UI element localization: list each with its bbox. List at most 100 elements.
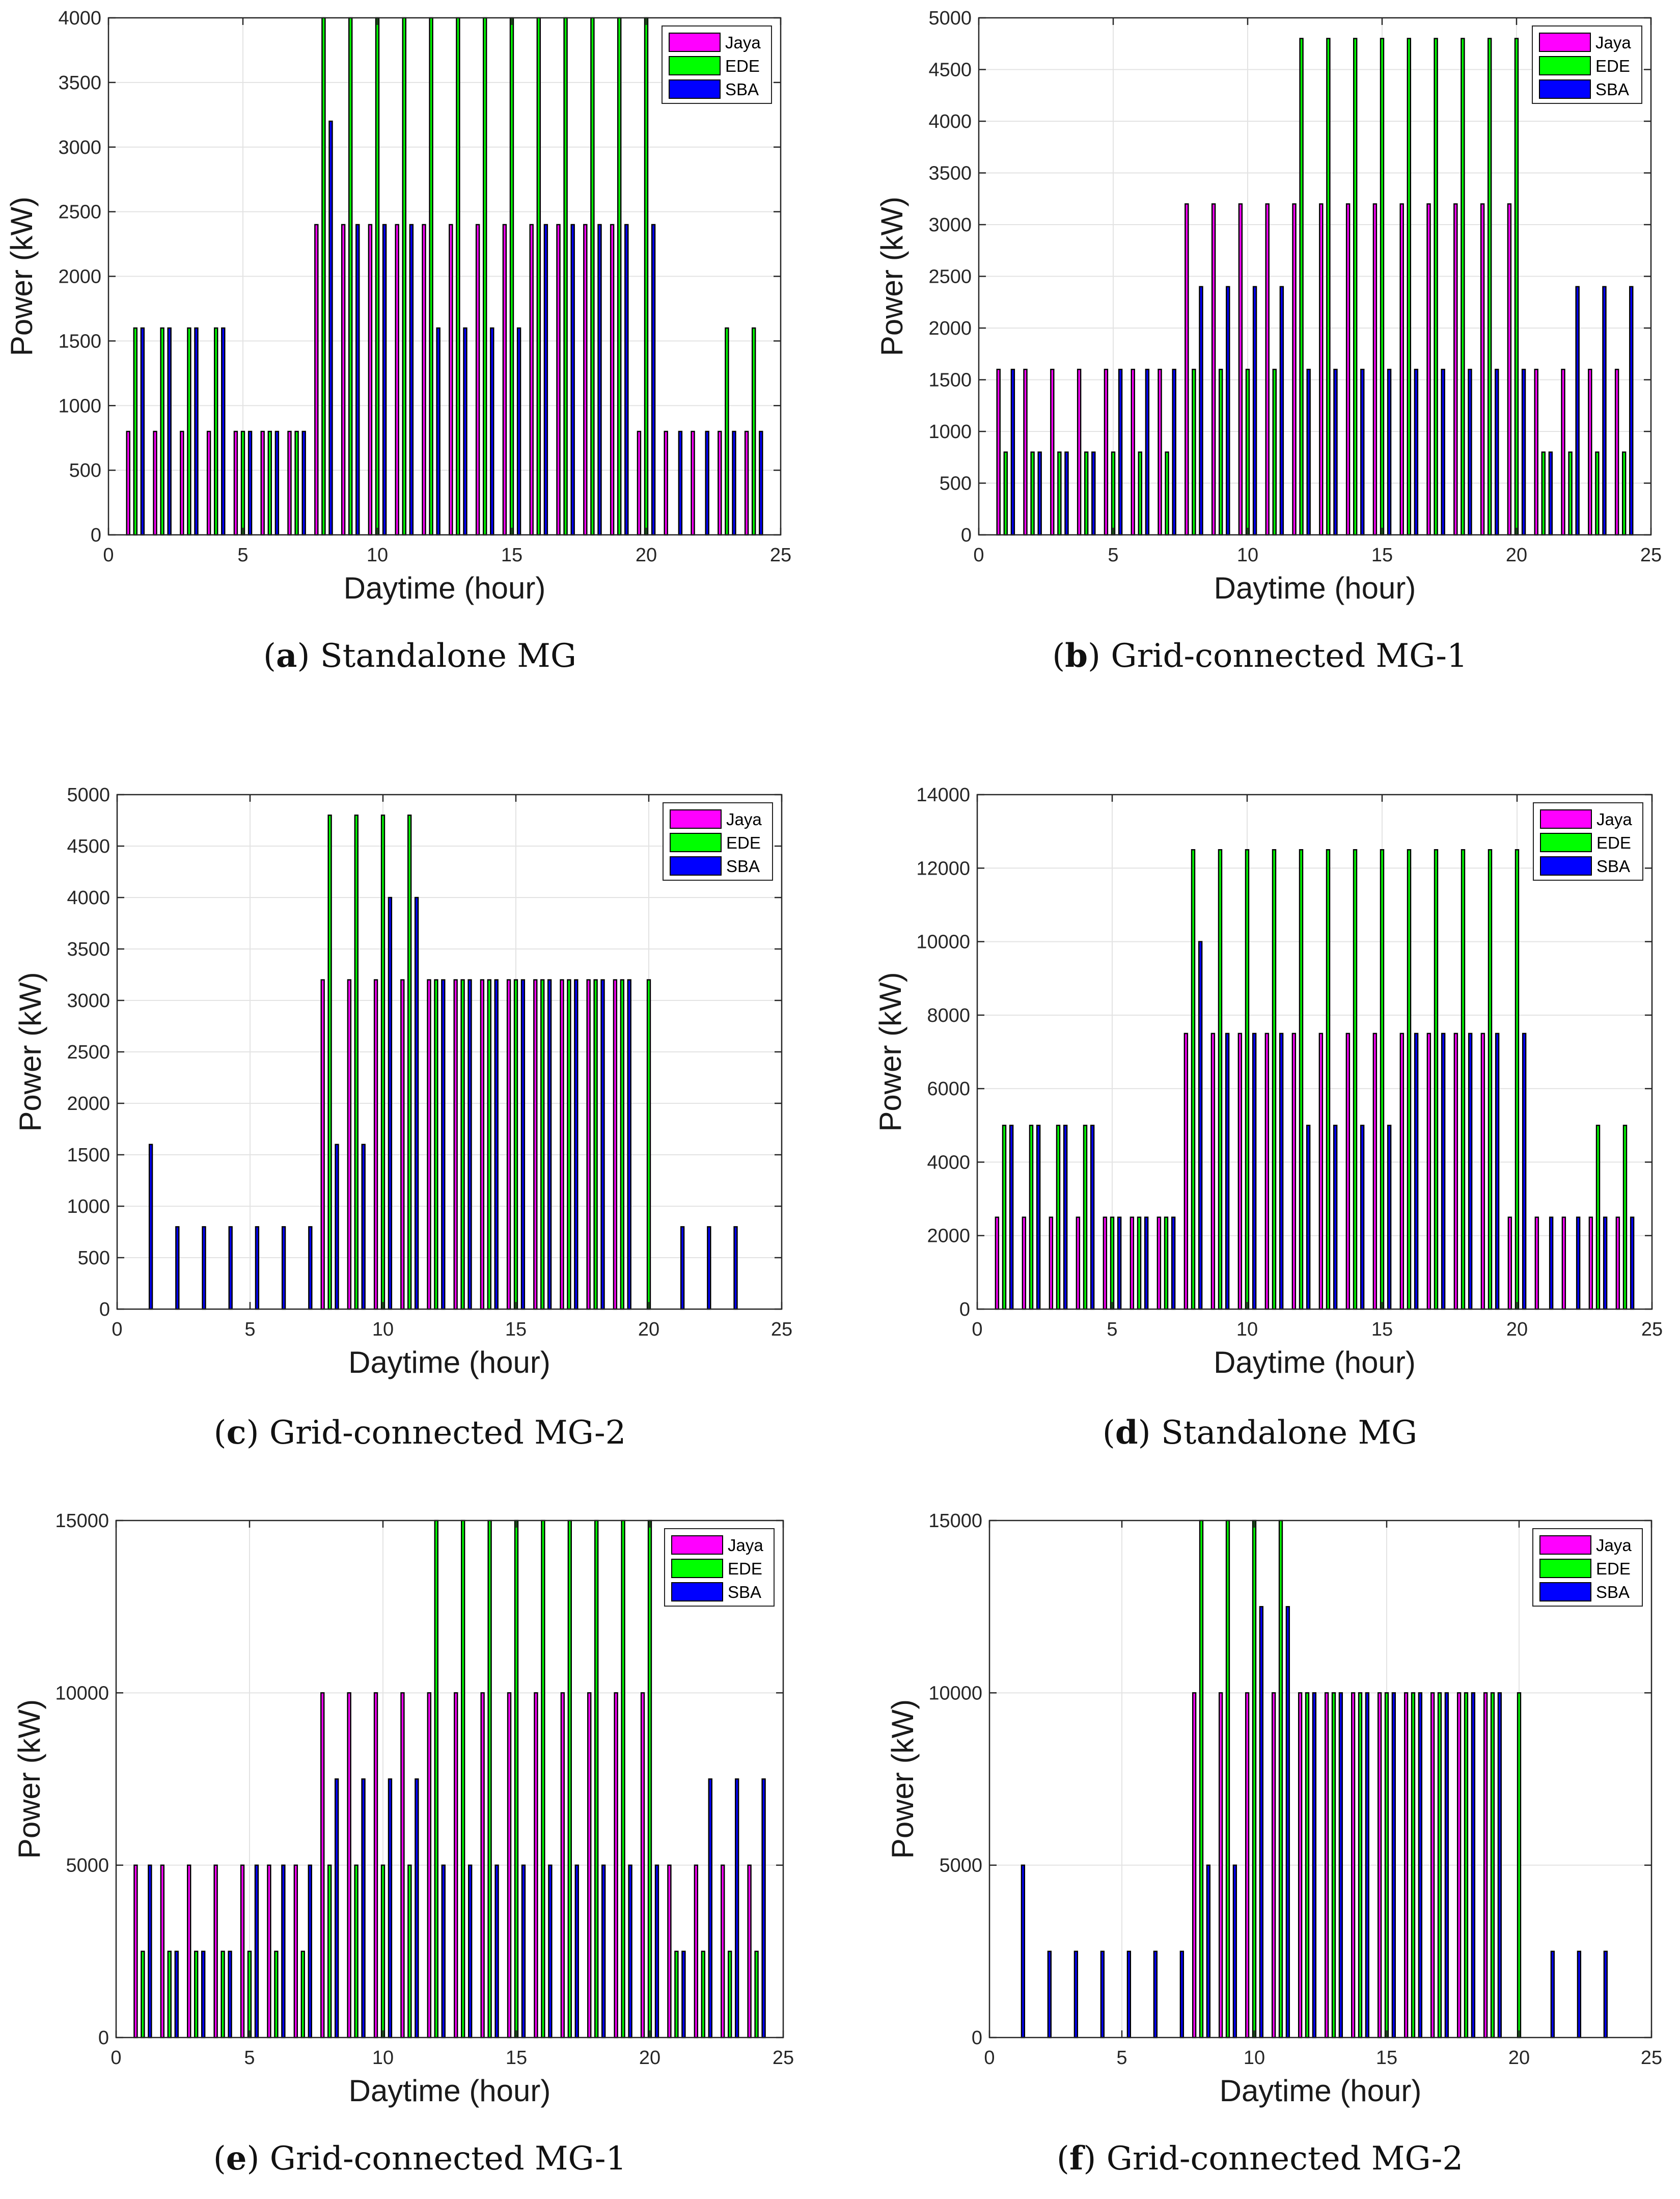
chart-svg: 0 5 10 15 20 25 0 500 1000 1500 2000 2500 3000 3500 40… — [875, 8, 1662, 605]
legend-label-jaya: Jaya — [1596, 1536, 1632, 1555]
bar-sba-2 — [167, 327, 172, 536]
bar-ede-6 — [1137, 1216, 1142, 1310]
bar-jaya-16 — [1403, 1692, 1409, 2039]
bar-sba-3 — [202, 1226, 206, 1310]
x-tick-label: 25 — [1641, 1319, 1663, 1340]
bar-ede-1 — [133, 327, 138, 536]
y-tick-label: 5000 — [939, 1855, 982, 1877]
legend-label-jaya: Jaya — [728, 1536, 763, 1555]
bar-jaya-7 — [293, 1864, 298, 2039]
x-tick-label: 20 — [636, 545, 657, 566]
figure-caption: (f) Grid-connected MG-2 — [1056, 2139, 1464, 2178]
bar-ede-17 — [567, 979, 571, 1310]
bar-ede-23 — [728, 1950, 732, 2039]
bar-sba-15 — [516, 327, 521, 536]
bar-sba-6 — [281, 1226, 286, 1310]
bar-ede-6 — [1138, 451, 1143, 536]
bar-sba-1 — [148, 1144, 153, 1310]
bar-ede-21 — [1541, 451, 1546, 536]
bar-ede-2 — [1029, 1125, 1034, 1310]
y-axis-label: Power (kW) — [886, 1699, 920, 1859]
caption-letter: f — [1069, 2139, 1084, 2178]
bar-ede-10 — [1245, 849, 1250, 1310]
bar-sba-16 — [1414, 1033, 1419, 1310]
bar-sba-1 — [1009, 1125, 1014, 1310]
bar-jaya-24 — [744, 430, 749, 536]
x-tick-label: 0 — [112, 1319, 122, 1340]
legend-swatch-sba — [1540, 856, 1592, 876]
bar-sba-6 — [274, 430, 280, 536]
bar-ede-9 — [1218, 849, 1223, 1310]
bar-ede-14 — [1353, 849, 1358, 1310]
legend-label-jaya: Jaya — [1596, 810, 1632, 829]
bar-sba-17 — [1444, 1692, 1449, 2039]
axes-box — [976, 794, 1653, 1310]
bar-sba-11 — [414, 897, 419, 1310]
figure-caption: (b) Grid-connected MG-1 — [1052, 637, 1468, 675]
x-tick-label: 5 — [1107, 1319, 1117, 1340]
bar-jaya-19 — [614, 1692, 618, 2039]
chart-svg: 0 5 10 15 20 25 0 2000 4000 6000 8000 10000 12000 140… — [873, 784, 1663, 1379]
bar-jaya-10 — [373, 1692, 378, 2039]
x-tick-label: 0 — [111, 2047, 121, 2069]
bar-sba-21 — [681, 1950, 686, 2039]
bar-jaya-12 — [1292, 203, 1297, 536]
bar-sba-16 — [1418, 1692, 1423, 2039]
bar-ede-14 — [1358, 1692, 1363, 2039]
axes-box — [115, 1519, 784, 2039]
bar-sba-5 — [1126, 1950, 1132, 2039]
bar-jaya-22 — [691, 430, 695, 536]
bar-jaya-23 — [1588, 1216, 1593, 1310]
legend-swatch-jaya — [671, 1535, 723, 1555]
y-tick-label: 0 — [91, 525, 101, 546]
bar-ede-20 — [1514, 38, 1519, 536]
caption-text: Standalone MG — [320, 637, 576, 675]
x-tick-label: 5 — [1108, 545, 1118, 566]
bar-sba-3 — [1073, 1950, 1079, 2039]
y-tick-label: 4500 — [67, 836, 110, 857]
bar-sba-12 — [436, 327, 440, 536]
bar-sba-9 — [1226, 286, 1230, 536]
bar-jaya-5 — [233, 430, 238, 536]
x-tick-label: 10 — [1236, 1319, 1258, 1340]
bar-ede-7 — [1165, 451, 1169, 536]
bar-jaya-1 — [996, 368, 1001, 536]
caption-text: Grid-connected MG-2 — [1106, 2140, 1464, 2178]
bar-sba-4 — [228, 1950, 232, 2039]
y-tick-label: 2000 — [928, 318, 972, 339]
y-axis-label: Power (kW) — [875, 197, 909, 356]
bar-ede-11 — [402, 17, 407, 536]
bar-jaya-4 — [206, 430, 211, 536]
caption-text: Standalone MG — [1161, 1414, 1418, 1452]
bar-sba-23 — [1603, 1216, 1608, 1310]
bar-ede-23 — [1595, 1125, 1601, 1310]
bar-sba-17 — [574, 979, 579, 1310]
bar-ede-7 — [294, 430, 299, 536]
caption-letter: b — [1065, 637, 1088, 675]
bar-sba-7 — [1171, 1216, 1176, 1310]
bar-sba-20 — [1522, 1033, 1527, 1310]
y-tick-label: 1500 — [928, 370, 972, 391]
y-tick-label: 500 — [69, 460, 101, 481]
bar-jaya-9 — [1210, 1033, 1216, 1310]
bar-ede-16 — [1407, 849, 1412, 1310]
bar-ede-10 — [380, 815, 385, 1310]
bar-sba-19 — [1495, 1033, 1500, 1310]
bar-jaya-7 — [287, 430, 292, 536]
y-tick-label: 15000 — [928, 1510, 982, 1532]
bar-ede-24 — [1621, 451, 1627, 536]
bar-jaya-10 — [373, 979, 378, 1310]
bar-sba-20 — [1521, 368, 1526, 536]
bar-ede-8 — [327, 815, 332, 1310]
bar-sba-12 — [1312, 1692, 1317, 2039]
bar-jaya-19 — [613, 979, 618, 1310]
y-tick-label: 0 — [99, 1299, 110, 1320]
bar-ede-3 — [194, 1950, 199, 2039]
bar-sba-22 — [1576, 1216, 1581, 1310]
bar-jaya-3 — [1049, 1216, 1054, 1310]
bar-ede-15 — [513, 979, 518, 1310]
bar-jaya-21 — [1534, 1216, 1539, 1310]
bar-sba-10 — [1252, 286, 1257, 536]
bar-sba-21 — [680, 1226, 685, 1310]
x-axis-label: Daytime (hour) — [1214, 571, 1416, 605]
